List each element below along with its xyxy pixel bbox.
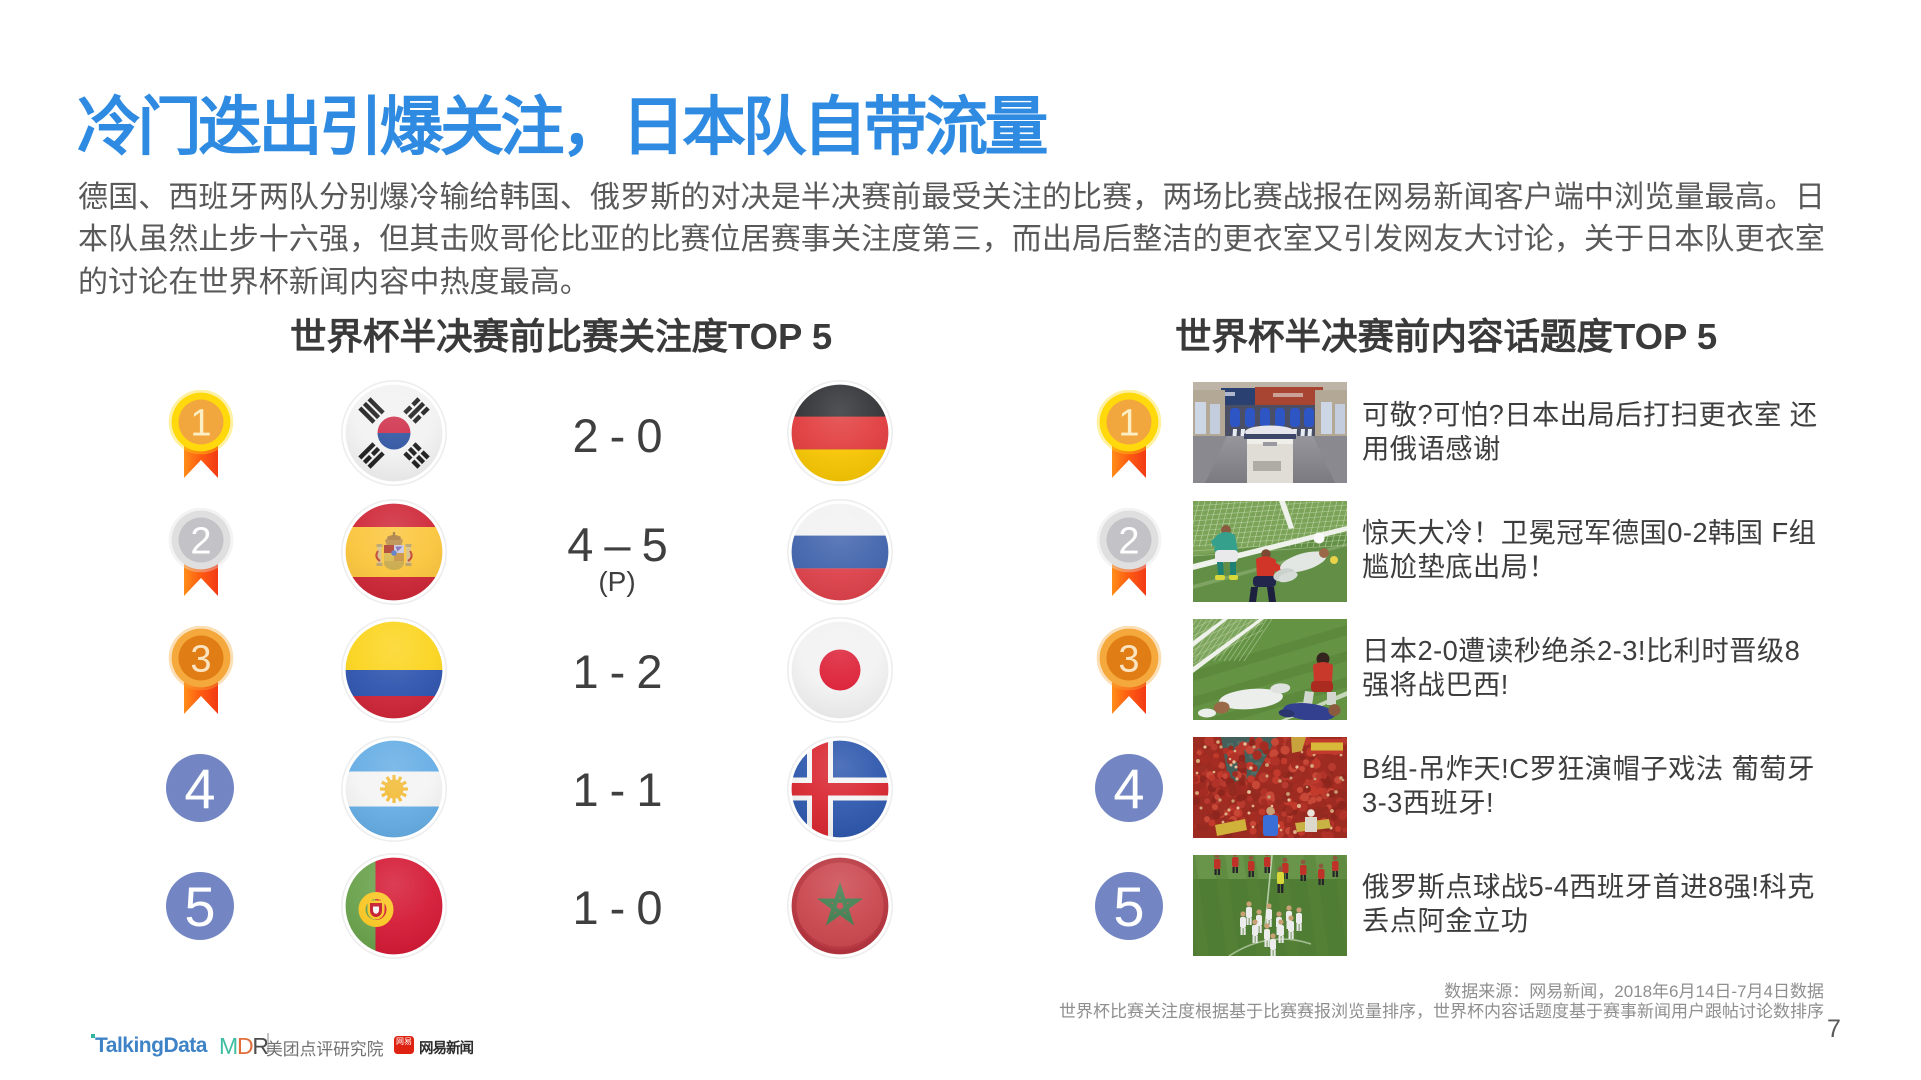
svg-text:3: 3 [190,639,211,681]
svg-text:3: 3 [1118,639,1139,681]
svg-text:2: 2 [190,521,211,563]
svg-text:1: 1 [1118,403,1139,445]
svg-text:1: 1 [190,403,211,445]
svg-text:2: 2 [1118,521,1139,563]
